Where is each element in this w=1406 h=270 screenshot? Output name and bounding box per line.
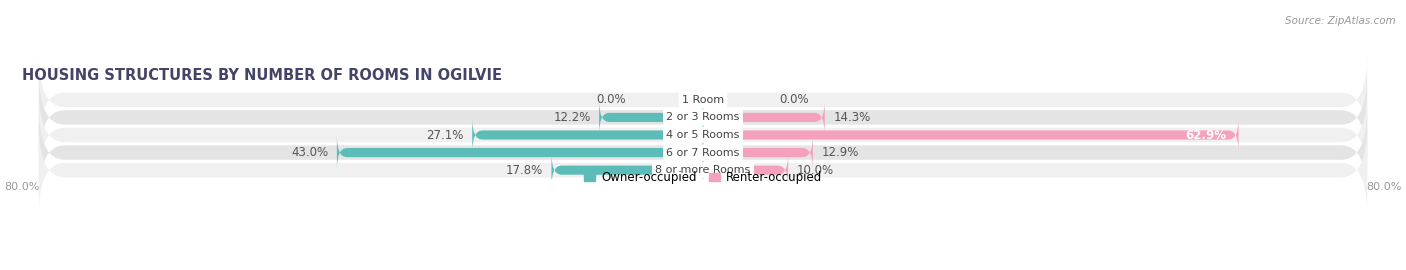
Text: 14.3%: 14.3% [834,111,870,124]
Text: 0.0%: 0.0% [596,93,626,106]
Text: 62.9%: 62.9% [1185,129,1226,141]
Text: 12.9%: 12.9% [821,146,859,159]
Legend: Owner-occupied, Renter-occupied: Owner-occupied, Renter-occupied [579,166,827,189]
FancyBboxPatch shape [39,107,1367,198]
Text: HOUSING STRUCTURES BY NUMBER OF ROOMS IN OGILVIE: HOUSING STRUCTURES BY NUMBER OF ROOMS IN… [22,68,502,83]
FancyBboxPatch shape [337,136,703,169]
Text: 27.1%: 27.1% [426,129,464,141]
FancyBboxPatch shape [703,154,789,187]
FancyBboxPatch shape [39,125,1367,216]
Text: 10.0%: 10.0% [797,164,834,177]
Text: 1 Room: 1 Room [682,95,724,105]
FancyBboxPatch shape [39,72,1367,163]
Text: Source: ZipAtlas.com: Source: ZipAtlas.com [1285,16,1396,26]
FancyBboxPatch shape [551,154,703,187]
FancyBboxPatch shape [472,119,703,151]
FancyBboxPatch shape [703,136,813,169]
Text: 2 or 3 Rooms: 2 or 3 Rooms [666,112,740,122]
Text: 17.8%: 17.8% [506,164,543,177]
Text: 4 or 5 Rooms: 4 or 5 Rooms [666,130,740,140]
Text: 6 or 7 Rooms: 6 or 7 Rooms [666,148,740,158]
Text: 8 or more Rooms: 8 or more Rooms [655,165,751,175]
FancyBboxPatch shape [39,54,1367,145]
Text: 43.0%: 43.0% [291,146,329,159]
FancyBboxPatch shape [703,101,825,134]
FancyBboxPatch shape [39,89,1367,181]
FancyBboxPatch shape [599,101,703,134]
FancyBboxPatch shape [703,119,1239,151]
Text: 12.2%: 12.2% [553,111,591,124]
Text: 0.0%: 0.0% [780,93,810,106]
